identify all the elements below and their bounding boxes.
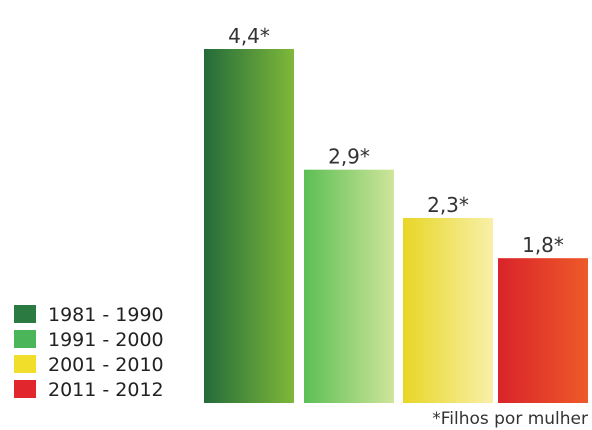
bars <box>204 49 588 403</box>
legend-swatch <box>14 330 36 348</box>
data-label: 4,4* <box>228 24 270 48</box>
footnote: *Filhos por mulher <box>432 409 588 429</box>
legend-swatch <box>14 380 36 398</box>
data-label: 2,3* <box>427 193 469 217</box>
bar-1991-2000 <box>304 169 394 403</box>
legend-swatch <box>14 305 36 323</box>
bar-2011-2012 <box>498 258 588 403</box>
legend-label: 2001 - 2010 <box>48 354 164 376</box>
legend-swatch <box>14 355 36 373</box>
legend: 1981 - 1990 1991 - 2000 2001 - 2010 2011 - … <box>14 304 164 401</box>
bar-1981-1990 <box>204 49 294 403</box>
data-labels: 4,4* 2,9* 2,3* 1,8* <box>228 24 564 257</box>
legend-label: 1991 - 2000 <box>48 329 164 351</box>
bar-2001-2010 <box>403 217 493 403</box>
data-label: 1,8* <box>522 233 564 257</box>
data-label: 2,9* <box>328 145 370 169</box>
legend-label: 2011 - 2012 <box>48 379 164 401</box>
legend-label: 1981 - 1990 <box>48 304 164 326</box>
